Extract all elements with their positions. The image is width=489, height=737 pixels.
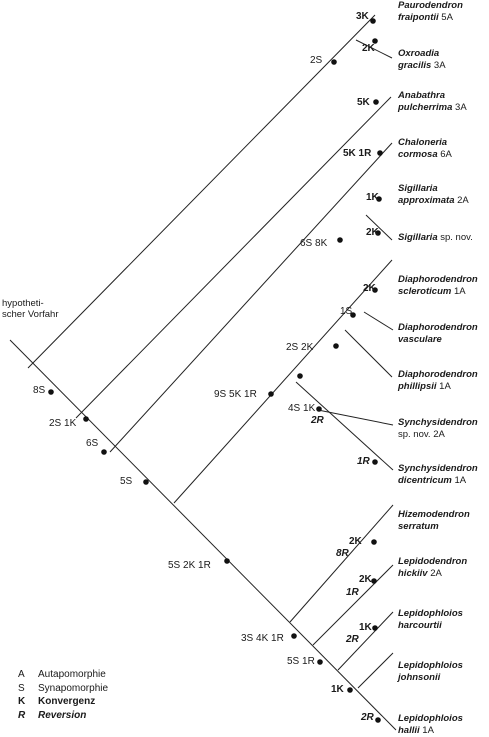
branch	[295, 381, 394, 471]
branch	[357, 652, 394, 689]
character-dot	[372, 287, 378, 293]
node-label: 9S 5K 1R	[214, 389, 257, 400]
legend-row: K Konvergenz	[18, 696, 96, 707]
taxon-label: Lepidodendron hickiiv 2A	[398, 556, 468, 579]
node-label: 3K	[356, 11, 369, 22]
node-label: 1K	[331, 684, 344, 695]
node-label: 2S 2K	[286, 342, 314, 353]
character-dot	[372, 38, 378, 44]
node-label: 5K 1R	[343, 148, 372, 159]
legend-row: R Reversion	[18, 709, 87, 721]
node-label: 1R	[346, 587, 359, 598]
character-dot	[224, 558, 230, 564]
character-dot	[101, 449, 107, 455]
node-label: 5K	[357, 97, 370, 108]
branch	[365, 214, 393, 241]
branch	[75, 96, 392, 419]
branch	[9, 339, 397, 731]
character-dot	[83, 416, 89, 422]
node-label: 8R	[336, 548, 349, 559]
character-dot	[377, 150, 383, 156]
node-label: 2R	[311, 415, 324, 426]
taxon-label: Paurodendron fraipontii 5A	[398, 0, 463, 23]
node-label: 4S 1K	[288, 403, 316, 414]
branch	[27, 14, 376, 369]
character-dot	[316, 406, 322, 412]
taxon-label: Diaphorodendron phillipsii 1A	[398, 369, 478, 392]
legend-row: A Autapomorphie	[18, 669, 106, 680]
taxon-label: Synchysidendron dicentricum 1A	[398, 463, 478, 486]
node-label: 2K	[366, 227, 379, 238]
node-label: 2K	[362, 43, 375, 54]
branch	[173, 259, 393, 504]
character-dot	[371, 539, 377, 545]
character-dot	[337, 237, 343, 243]
taxon-label: Lepidophloios harcourtii	[398, 608, 463, 631]
node-label: 2K	[349, 536, 362, 547]
taxon-label: Lepidophloios johnsonii	[398, 660, 463, 683]
taxon-label: Sigillaria approximata 2A	[398, 183, 469, 206]
character-dot	[375, 717, 381, 723]
node-label: 5S 2K 1R	[168, 560, 211, 571]
node-label: 5S	[120, 476, 133, 487]
node-label: 2S	[310, 55, 323, 66]
node-label: 6S 8K	[300, 238, 328, 249]
branch	[355, 39, 393, 59]
taxon-label: Sigillaria sp. nov.	[398, 232, 473, 243]
legend-row: S Synapomorphie	[18, 682, 109, 694]
branch	[337, 611, 394, 671]
node-label: 2R	[361, 712, 374, 723]
taxon-label: Diaphorodendron vasculare	[398, 322, 478, 345]
branch	[363, 311, 394, 331]
branch	[312, 564, 394, 646]
character-dot	[375, 230, 381, 236]
node-label: 1K	[366, 192, 379, 203]
ancestor-label: hypotheti-scher Vorfahr	[2, 298, 59, 320]
branch	[289, 504, 394, 623]
node-label: 1K	[359, 622, 372, 633]
character-dot	[268, 391, 274, 397]
character-dot	[372, 459, 378, 465]
node-label: 2K	[359, 574, 372, 585]
node-label: 3S 4K 1R	[241, 633, 284, 644]
character-dot	[371, 578, 377, 584]
character-dot	[376, 196, 382, 202]
node-label: 2S 1K	[49, 418, 77, 429]
branch	[109, 142, 393, 453]
character-dot	[297, 373, 303, 379]
node-label: 2K	[363, 283, 376, 294]
character-dot	[48, 389, 54, 395]
node-label: 5S 1R	[287, 656, 315, 667]
taxon-label: Hizemodendron serratum	[398, 509, 470, 532]
character-dot	[350, 312, 356, 318]
character-dot	[347, 687, 353, 693]
node-label: 8S	[33, 385, 46, 396]
branch	[317, 409, 394, 426]
taxon-label: Oxroadia gracilis 3A	[398, 48, 446, 71]
character-dot	[331, 59, 337, 65]
taxon-label: Diaphorodendron scleroticum 1A	[398, 274, 478, 297]
character-dot	[370, 18, 376, 24]
character-dot	[373, 99, 379, 105]
node-label: 1S	[340, 306, 353, 317]
node-label: 6S	[86, 438, 99, 449]
node-label: 2R	[346, 634, 359, 645]
node-label: 1R	[357, 456, 370, 467]
branch	[344, 329, 393, 378]
taxon-label: Synchysidendron sp. nov. 2A	[398, 417, 478, 440]
taxon-label: Chaloneria cormosa 6A	[398, 137, 452, 160]
taxon-label: Lepidophloios hallii 1A	[398, 713, 463, 736]
taxon-label: Anabathra pulcherrima 3A	[398, 90, 467, 113]
character-dot	[317, 659, 323, 665]
character-dot	[372, 625, 378, 631]
character-dot	[291, 633, 297, 639]
legend: A Autapomorphie S Synapomorphie K Konvergen…	[18, 668, 108, 722]
character-dot	[333, 343, 339, 349]
character-dot	[143, 479, 149, 485]
